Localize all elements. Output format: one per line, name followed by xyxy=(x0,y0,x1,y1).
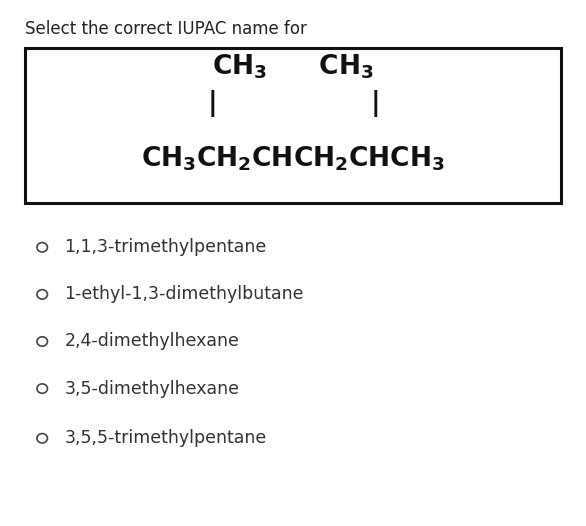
Text: 3,5,5-trimethylpentane: 3,5,5-trimethylpentane xyxy=(64,429,267,447)
Circle shape xyxy=(37,242,47,252)
Circle shape xyxy=(37,433,47,443)
Text: 1,1,3-trimethylpentane: 1,1,3-trimethylpentane xyxy=(64,238,267,256)
Text: 2,4-dimethylhexane: 2,4-dimethylhexane xyxy=(64,332,239,350)
Text: 3,5-dimethylhexane: 3,5-dimethylhexane xyxy=(64,380,239,398)
Text: $\mathbf{CH_3CH_2CHCH_2CHCH_3}$: $\mathbf{CH_3CH_2CHCH_2CHCH_3}$ xyxy=(141,144,445,173)
Text: Select the correct IUPAC name for: Select the correct IUPAC name for xyxy=(25,19,306,38)
Text: $\mathbf{| \qquad\qquad\qquad |}$: $\mathbf{| \qquad\qquad\qquad |}$ xyxy=(207,88,379,119)
Circle shape xyxy=(37,337,47,346)
Circle shape xyxy=(37,384,47,393)
FancyBboxPatch shape xyxy=(25,48,561,203)
Circle shape xyxy=(37,290,47,299)
Text: $\mathbf{CH_3 \quad\quad CH_3}$: $\mathbf{CH_3 \quad\quad CH_3}$ xyxy=(212,53,374,81)
Text: 1-ethyl-1,3-dimethylbutane: 1-ethyl-1,3-dimethylbutane xyxy=(64,286,304,304)
